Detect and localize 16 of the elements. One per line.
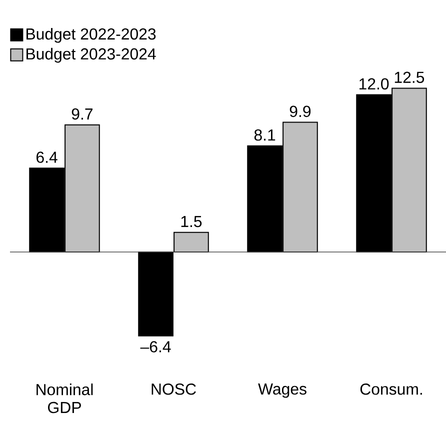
bar	[174, 232, 209, 253]
data-label: –6.4	[140, 341, 171, 352]
x-tick-label: NOSC	[152, 384, 196, 395]
legend-label: Budget 2022-2023	[26, 28, 156, 43]
bar	[138, 252, 174, 336]
data-label: 12.0	[360, 78, 389, 90]
data-label: 8.1	[254, 129, 276, 141]
data-label: 12.5	[394, 72, 424, 83]
x-tick-label: Wages	[258, 384, 306, 398]
data-label: 9.9	[290, 106, 311, 118]
x-tick-label: Consum.	[360, 384, 422, 395]
x-tick-label: Nominal GDP	[36, 384, 93, 414]
data-label: 1.5	[181, 216, 202, 228]
data-label: 9.7	[72, 108, 92, 120]
data-label: 6.4	[36, 152, 58, 163]
legend-label: Budget 2023-2024	[26, 48, 156, 63]
